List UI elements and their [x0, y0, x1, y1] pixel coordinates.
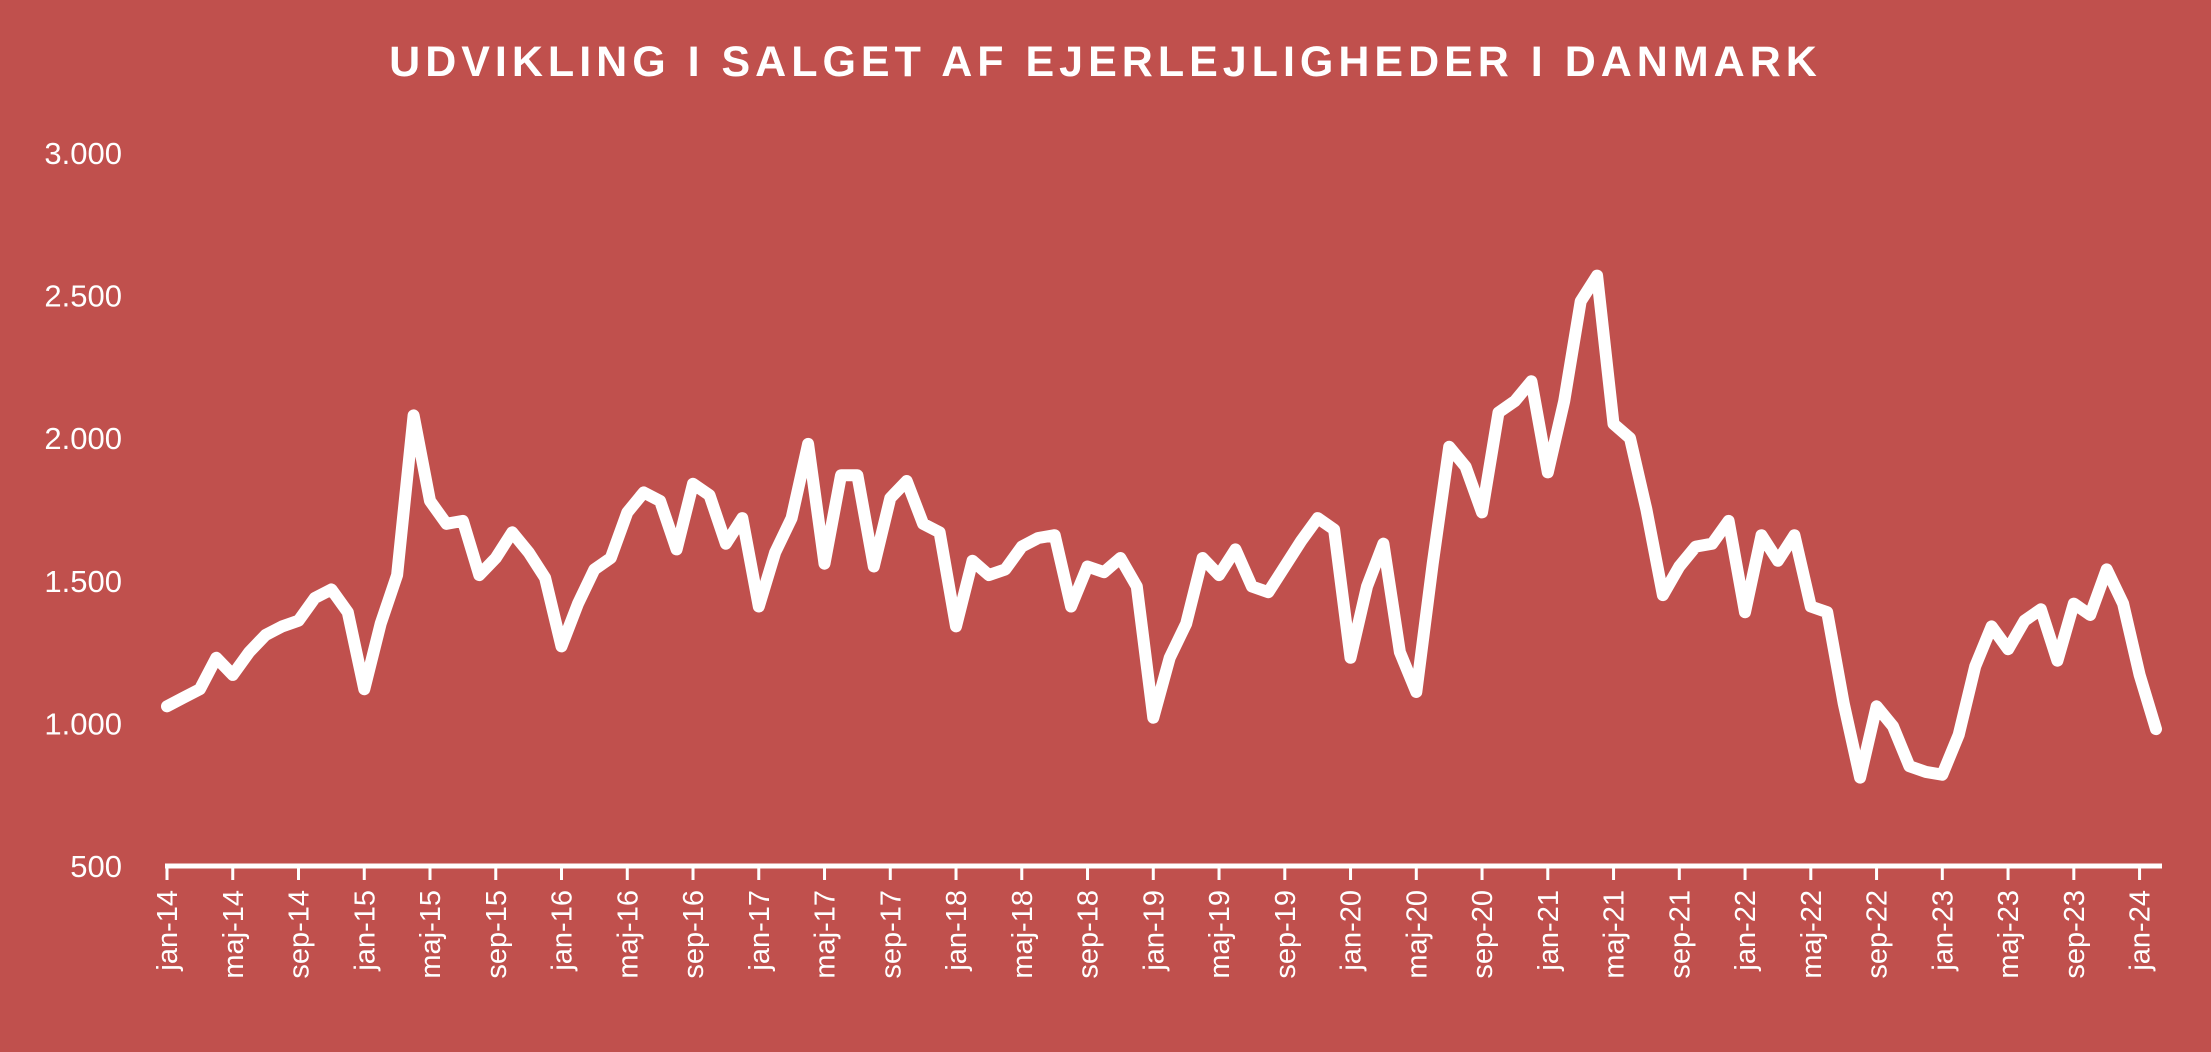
x-tick-label: maj-15	[415, 890, 447, 979]
x-tick-label: jan-24	[2125, 890, 2157, 972]
x-tick-label: jan-20	[1336, 890, 1368, 972]
x-tick-label: maj-14	[218, 890, 250, 979]
x-tick-label: maj-23	[1993, 890, 2025, 979]
x-tick-label: sep-21	[1664, 890, 1696, 979]
x-tick-label: jan-15	[349, 890, 381, 972]
y-tick-label: 2.000	[44, 421, 122, 456]
x-tick-label: sep-17	[875, 890, 907, 979]
x-tick-label: jan-16	[547, 890, 579, 972]
drop-lines	[165, 275, 2158, 866]
y-tick-label: 2.500	[44, 279, 122, 314]
y-tick-label: 3.000	[44, 136, 122, 171]
x-tick-label: sep-22	[1862, 890, 1894, 979]
x-tick-label: jan-23	[1927, 890, 1959, 972]
y-axis: 500 1.000 1.500 2.000 2.500 3.000	[44, 136, 122, 884]
series-line	[161, 269, 2162, 784]
x-tick-label: maj-17	[810, 890, 842, 979]
y-tick-label: 1.500	[44, 564, 122, 599]
y-tick-label: 1.000	[44, 706, 122, 741]
x-tick-label: maj-16	[612, 890, 644, 979]
x-tick-label: maj-18	[1007, 890, 1039, 979]
x-tick-label: maj-20	[1401, 890, 1433, 979]
x-tick-label: sep-14	[284, 890, 316, 979]
x-tick-label: sep-16	[678, 890, 710, 979]
x-tick-label: maj-19	[1204, 890, 1236, 979]
x-tick-label: jan-14	[152, 890, 184, 972]
x-tick-label: sep-20	[1467, 890, 1499, 979]
x-tick-label: jan-17	[744, 890, 776, 972]
x-tick-label: jan-21	[1533, 890, 1565, 972]
y-tick-label: 500	[70, 849, 122, 884]
x-tick-label: sep-18	[1073, 890, 1105, 979]
x-tick-label: jan-19	[1138, 890, 1170, 972]
x-tick-label: jan-22	[1730, 890, 1762, 972]
x-tick-label: sep-23	[2059, 890, 2091, 979]
x-axis-ticks: jan-14 maj-14 sep-14 jan-15 maj-15 sep-15 jan-…	[152, 866, 2157, 979]
x-tick-label: jan-18	[941, 890, 973, 972]
x-tick-label: maj-22	[1796, 890, 1828, 979]
x-tick-label: sep-19	[1270, 890, 1302, 979]
x-tick-label: maj-21	[1599, 890, 1631, 979]
x-tick-label: sep-15	[481, 890, 513, 979]
chart-title: UDVIKLING I SALGET AF EJERLEJLIGHEDER I …	[389, 38, 1822, 86]
